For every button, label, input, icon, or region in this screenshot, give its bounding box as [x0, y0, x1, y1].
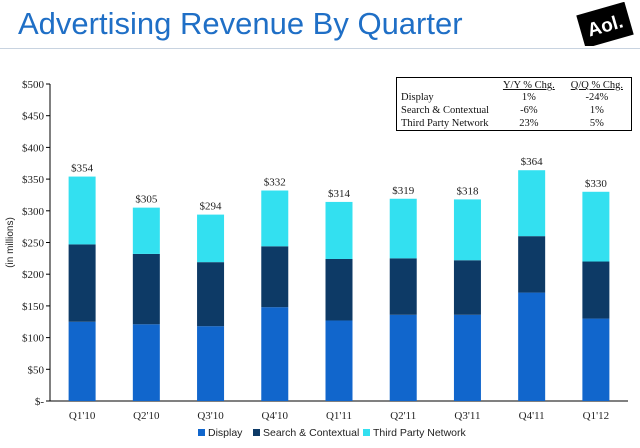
bar-segment — [132, 324, 160, 401]
table-row: Search & Contextual -6% 1% — [397, 104, 632, 117]
bar-total-label: $314 — [328, 188, 351, 200]
bar-total-label: $318 — [456, 185, 479, 197]
x-tick-label: Q4'11 — [519, 410, 545, 422]
chart-total-labels: $354 $305 $294 $332 $314 $319 $318 $364 $330 — [71, 156, 607, 212]
change-summary-table: Y/Y % Chg. Q/Q % Chg. Display 1% -24% Se… — [396, 77, 632, 131]
chart-legend: Display Search & Contextual Third Party Ne… — [198, 427, 467, 439]
legend-label: Third Party Network — [373, 427, 467, 439]
y-tick-label: $150 — [22, 301, 45, 313]
x-tick-label: Q1'11 — [326, 410, 352, 422]
bar-total-label: $305 — [135, 194, 158, 206]
bar-segment — [325, 320, 353, 401]
legend-swatch — [198, 429, 205, 436]
legend-swatch — [363, 429, 370, 436]
bar-segment — [518, 170, 546, 237]
bar-segment — [453, 199, 481, 261]
bar-total-label: $330 — [585, 178, 608, 190]
bar-segment — [582, 318, 610, 401]
table-cell-yy: 1% — [521, 92, 536, 103]
legend-swatch — [253, 429, 260, 436]
x-tick-label: Q2'10 — [133, 410, 160, 422]
bar-segment — [325, 258, 353, 321]
y-tick-label: $500 — [22, 79, 45, 91]
table-row-label: Display — [401, 92, 434, 103]
bar-segment — [453, 314, 481, 401]
bar-segment — [132, 253, 160, 325]
bar-segment — [389, 314, 417, 401]
bar-segment — [197, 214, 225, 263]
y-tick-label: $200 — [22, 269, 45, 281]
title-divider — [0, 48, 640, 49]
table-header-qq: Q/Q % Chg. — [570, 80, 623, 91]
bar-segment — [132, 207, 160, 254]
chart-axes: $- $50 $100 $150 $200 $250 $300 $350 $400 $450 $50… — [5, 79, 628, 422]
y-tick-label: $300 — [22, 206, 45, 218]
bar-total-label: $364 — [521, 156, 544, 168]
x-tick-label: Q3'11 — [454, 410, 480, 422]
bar-segment — [389, 258, 417, 315]
table-row-label: Search & Contextual — [401, 105, 490, 116]
y-tick-label: $- — [35, 396, 45, 408]
table-cell-qq: 1% — [589, 105, 604, 116]
bar-segment — [325, 201, 353, 259]
table-row: Third Party Network 23% 5% — [397, 117, 632, 131]
x-tick-label: Q1'12 — [583, 410, 609, 422]
table-row-label: Third Party Network — [401, 118, 489, 129]
legend-label: Display — [208, 427, 243, 439]
bar-segment — [261, 190, 289, 247]
y-tick-label: $50 — [28, 364, 45, 376]
table-cell-yy: -6% — [520, 105, 538, 116]
bar-segment — [582, 191, 610, 262]
chart-bars — [68, 170, 610, 401]
bar-segment — [68, 176, 96, 245]
bar-segment — [389, 198, 417, 259]
bar-segment — [197, 262, 225, 327]
bar-total-label: $354 — [71, 163, 94, 175]
table-cell-yy: 23% — [519, 118, 539, 129]
bar-segment — [261, 307, 289, 401]
bar-segment — [582, 261, 610, 319]
y-axis-label: (in millions) — [5, 217, 16, 268]
bar-segment — [261, 246, 289, 308]
bar-total-label: $332 — [264, 177, 286, 189]
x-tick-label: Q3'10 — [197, 410, 224, 422]
table-header-blank — [397, 78, 496, 92]
x-tick-label: Q2'11 — [390, 410, 416, 422]
table-cell-qq: 5% — [589, 118, 604, 129]
table-row: Display 1% -24% — [397, 91, 632, 104]
bar-total-label: $294 — [200, 201, 223, 213]
bar-segment — [518, 236, 546, 293]
stacked-bar-chart: $- $50 $100 $150 $200 $250 $300 $350 $400 $450 $50… — [5, 79, 628, 439]
x-tick-label: Q1'10 — [69, 410, 96, 422]
bar-segment — [518, 292, 546, 401]
bar-segment — [197, 326, 225, 401]
y-tick-label: $350 — [22, 174, 45, 186]
table-header-yy: Y/Y % Chg. — [502, 80, 555, 91]
x-tick-label: Q4'10 — [262, 410, 289, 422]
bar-total-label: $319 — [392, 185, 415, 197]
aol-logo: Aol. — [576, 2, 634, 46]
bar-segment — [68, 321, 96, 401]
y-tick-label: $400 — [22, 142, 45, 154]
bar-segment — [68, 244, 96, 322]
y-tick-label: $450 — [22, 111, 45, 123]
y-tick-label: $250 — [22, 238, 45, 250]
table-cell-qq: -24% — [585, 92, 609, 103]
page-title: Advertising Revenue By Quarter — [18, 6, 463, 41]
legend-label: Search & Contextual — [263, 427, 359, 439]
bar-segment — [453, 260, 481, 315]
y-tick-label: $100 — [22, 333, 45, 345]
